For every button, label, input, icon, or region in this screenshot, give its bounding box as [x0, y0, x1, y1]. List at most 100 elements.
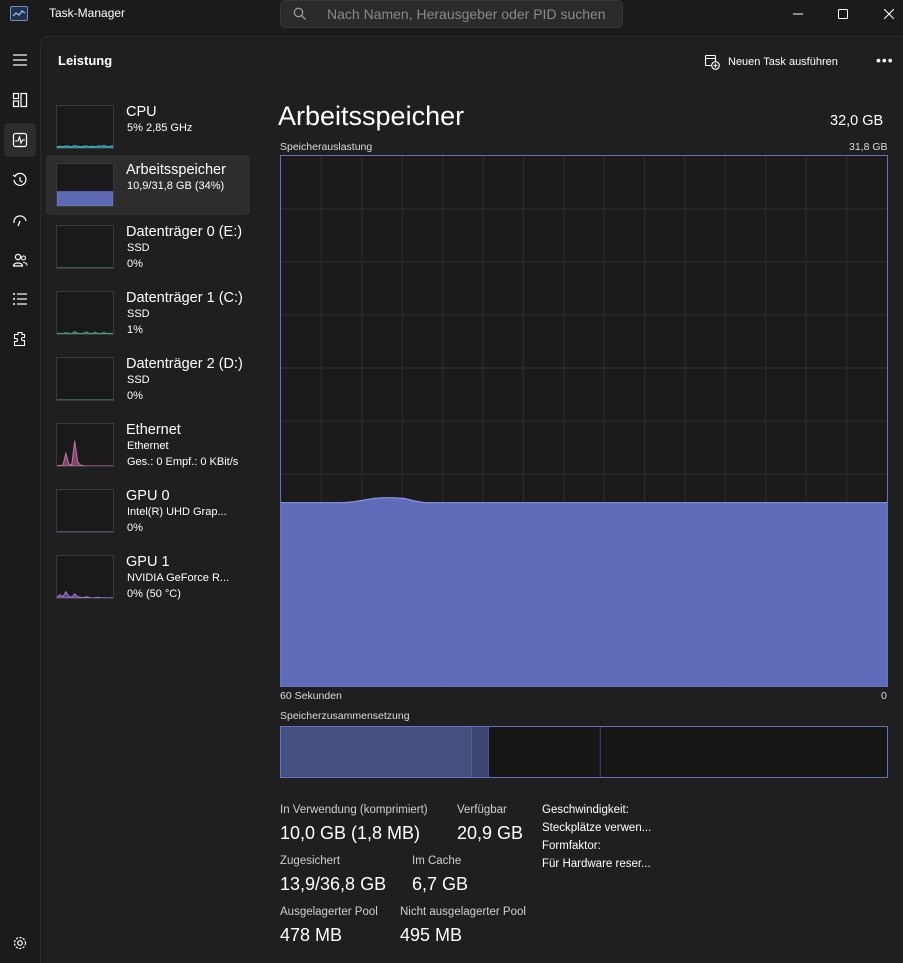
slots-used-label: Steckplätze verwen...: [542, 822, 652, 834]
cached-value: 6,7 GB: [412, 874, 469, 894]
resource-detail: Intel(R) UHD Grap...: [127, 506, 227, 518]
resource-thumbnail: [56, 163, 114, 207]
time-axis-left: 60 Sekunden: [280, 690, 342, 702]
window-title: Task-Manager: [49, 6, 126, 20]
nav-app-history[interactable]: [4, 163, 36, 197]
resource-detail: SSD: [127, 242, 150, 254]
resource-detail-2: 0%: [127, 390, 143, 402]
resource-name: Arbeitsspeicher: [126, 162, 226, 178]
menu-icon: [13, 54, 27, 66]
nav-services[interactable]: [4, 322, 36, 356]
more-options-button[interactable]: •••: [876, 52, 894, 68]
settings-icon: [13, 936, 27, 950]
usage-max: 31,8 GB: [849, 141, 888, 153]
resource-sparkline: [57, 330, 113, 334]
nav-processes[interactable]: [4, 83, 36, 117]
resource-detail: Ethernet: [127, 440, 169, 452]
main-total: 32,0 GB: [830, 113, 884, 129]
users-icon: [12, 253, 28, 267]
resource-thumbnail: [56, 105, 114, 149]
composition-segment-in-use: [281, 727, 472, 777]
in-use-value: 10,0 GB (1,8 MB): [280, 823, 421, 843]
resource-item[interactable]: Ethernet Ethernet Ges.: 0 Empf.: 0 KBit/s: [46, 415, 250, 475]
resource-name: Datenträger 0 (E:): [126, 224, 243, 240]
resource-item[interactable]: Datenträger 1 (C:) SSD 1%: [46, 283, 250, 343]
paged-pool-value: 478 MB: [280, 925, 343, 945]
resource-item[interactable]: GPU 1 NVIDIA GeForce R... 0% (50 °C): [46, 547, 250, 607]
composition-label: Speicherzusammensetzung: [280, 710, 410, 722]
new-task-button[interactable]: Neuen Task ausführen: [704, 52, 838, 72]
memory-composition-bar: [280, 726, 888, 778]
resource-thumbnail: [56, 489, 114, 533]
resource-item[interactable]: Arbeitsspeicher 10,9/31,8 GB (34%): [46, 155, 250, 215]
resource-name: Ethernet: [126, 422, 181, 438]
resource-item[interactable]: CPU 5% 2,85 GHz: [46, 97, 250, 157]
resource-item[interactable]: GPU 0 Intel(R) UHD Grap... 0%: [46, 481, 250, 541]
processes-icon: [12, 92, 28, 108]
title-bar: Task-Manager Nach Namen, Herausgeber ode…: [0, 0, 903, 36]
resource-sparkline: [57, 440, 113, 466]
form-factor-label: Formfaktor:: [542, 840, 601, 852]
minimize-icon: [793, 13, 803, 15]
new-task-icon: [704, 54, 720, 70]
resource-thumbnail: [56, 291, 114, 335]
paged-pool-label: Ausgelagerter Pool: [280, 906, 378, 918]
available-value: 20,9 GB: [457, 823, 524, 843]
menu-button[interactable]: [4, 43, 36, 77]
resource-detail: 5% 2,85 GHz: [127, 122, 193, 134]
nonpaged-pool-value: 495 MB: [400, 925, 463, 945]
resource-detail: NVIDIA GeForce R...: [127, 572, 230, 584]
resource-detail: SSD: [127, 374, 150, 386]
performance-icon: [12, 132, 28, 148]
composition-segment-standby: [488, 727, 601, 777]
resource-detail-2: Ges.: 0 Empf.: 0 KBit/s: [127, 456, 239, 468]
resource-name: GPU 1: [126, 554, 170, 570]
cached-label: Im Cache: [412, 855, 462, 867]
resource-item[interactable]: Datenträger 0 (E:) SSD 0%: [46, 217, 250, 277]
details-icon: [13, 293, 27, 305]
in-use-label: In Verwendung (komprimiert): [280, 804, 428, 816]
task-manager-app-icon: [10, 6, 28, 21]
search-icon: [293, 7, 307, 21]
main-title: Arbeitsspeicher: [278, 101, 465, 131]
time-axis-right: 0: [881, 690, 887, 702]
nav-settings[interactable]: [4, 926, 36, 960]
resource-item[interactable]: Datenträger 2 (D:) SSD 0%: [46, 349, 250, 409]
nav-performance[interactable]: [4, 123, 36, 157]
committed-value: 13,9/36,8 GB: [280, 874, 387, 894]
resource-sparkline: [57, 590, 113, 598]
search-placeholder[interactable]: Nach Namen, Herausgeber oder PID suchen: [327, 6, 606, 22]
app-history-icon: [12, 172, 27, 186]
nav-users[interactable]: [4, 243, 36, 277]
usage-label: Speicherauslastung: [280, 141, 373, 153]
resource-sparkline: [57, 144, 113, 148]
committed-label: Zugesichert: [280, 855, 341, 867]
memory-usage-area: [281, 497, 887, 686]
nav-details[interactable]: [4, 282, 36, 316]
close-icon: [884, 9, 894, 19]
resource-name: CPU: [126, 104, 157, 120]
available-label: Verfügbar: [457, 804, 507, 816]
startup-apps-icon: [13, 215, 27, 227]
resource-detail-2: 1%: [127, 324, 143, 336]
new-task-label: Neuen Task ausführen: [728, 56, 838, 68]
resource-name: Datenträger 2 (D:): [126, 356, 243, 372]
resource-name: GPU 0: [126, 488, 170, 504]
search-box[interactable]: Nach Namen, Herausgeber oder PID suchen: [280, 0, 623, 28]
speed-label: Geschwindigkeit:: [542, 804, 629, 816]
resource-detail: SSD: [127, 308, 150, 320]
memory-usage-chart: [280, 155, 888, 687]
nav-startup-apps[interactable]: [4, 203, 36, 237]
resource-sparkline: [57, 191, 113, 206]
resource-detail: 10,9/31,8 GB (34%): [127, 180, 225, 192]
minimize-button[interactable]: [775, 0, 821, 28]
resource-detail-2: 0%: [127, 522, 143, 534]
resource-detail-2: 0%: [127, 258, 143, 270]
resource-thumbnail: [56, 225, 114, 269]
hardware-reserved-label: Für Hardware reser...: [542, 858, 651, 870]
maximize-button[interactable]: [820, 0, 866, 28]
close-button[interactable]: [866, 0, 903, 28]
resource-thumbnail: [56, 555, 114, 599]
nonpaged-pool-label: Nicht ausgelagerter Pool: [400, 906, 526, 918]
composition-segment-modified: [471, 727, 489, 777]
